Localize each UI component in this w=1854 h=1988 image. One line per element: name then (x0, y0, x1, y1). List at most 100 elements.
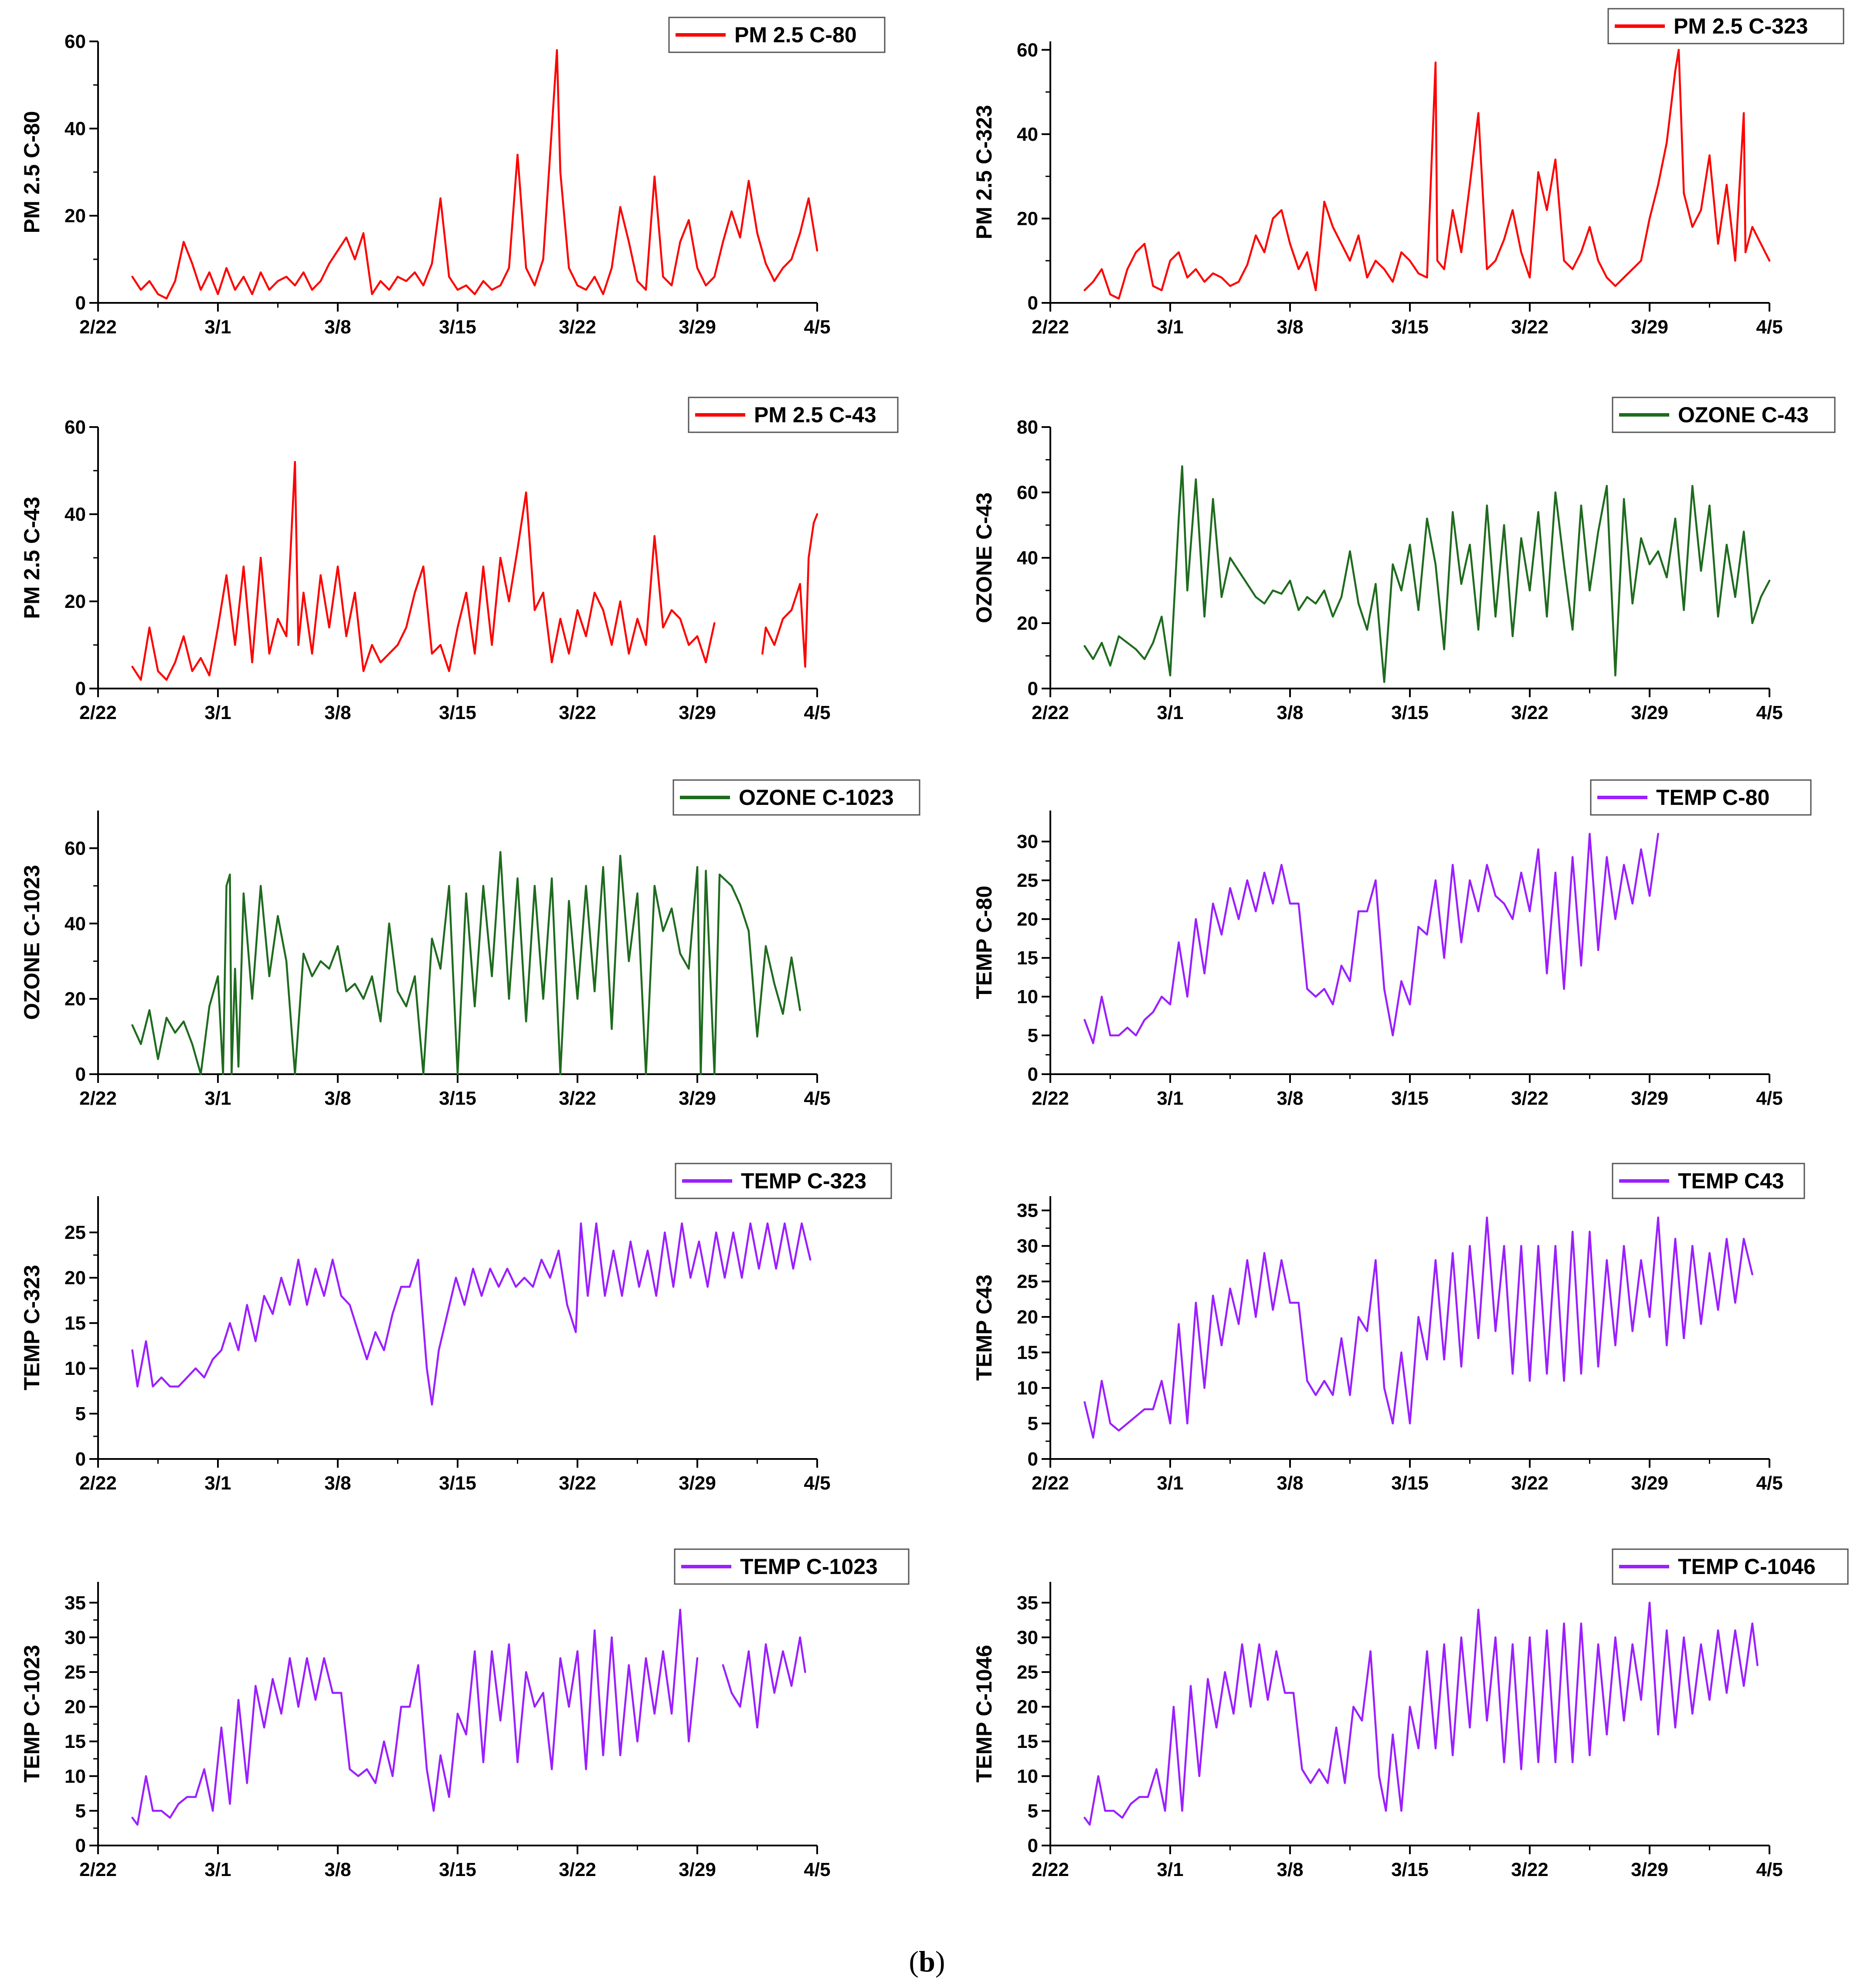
x-tick-label: 3/1 (1157, 1472, 1183, 1494)
x-tick-label: 3/29 (679, 316, 716, 338)
series-line (761, 513, 818, 668)
y-tick-label: 0 (1028, 292, 1038, 314)
x-tick-label: 3/1 (1157, 702, 1183, 723)
series-line (131, 461, 716, 681)
y-tick-label: 10 (65, 1766, 86, 1787)
y-tick-label: 60 (65, 417, 86, 438)
x-tick-label: 3/1 (204, 1472, 231, 1494)
y-tick-label: 0 (75, 292, 86, 314)
legend-label: PM 2.5 C-43 (754, 403, 876, 427)
y-tick-label: 40 (1017, 547, 1038, 569)
series-line (131, 49, 818, 300)
y-tick-label: 20 (1017, 208, 1038, 229)
y-tick-label: 20 (1017, 909, 1038, 930)
chart-panel-4: 2/22 3/1 3/8 3/15 3/22 3/29 4/5 0 20 40 60 80 OZONE … (972, 397, 1836, 723)
x-tick-label: 3/1 (204, 1859, 231, 1880)
x-tick-label: 4/5 (1756, 1088, 1783, 1109)
y-tick-label: 10 (1017, 1377, 1038, 1399)
x-tick-label: 4/5 (804, 316, 830, 338)
x-tick-label: 3/8 (1277, 1859, 1303, 1880)
series-line (1083, 49, 1771, 300)
series-line (1083, 1216, 1753, 1439)
series-line (1083, 833, 1659, 1045)
y-axis-title: TEMP C-323 (20, 1265, 44, 1390)
x-tick-label: 3/15 (1391, 702, 1429, 723)
x-tick-label: 3/22 (1511, 1088, 1548, 1109)
chart-panel-5: 2/22 3/1 3/8 3/15 3/22 3/29 4/5 0 20 40 60 OZONE C-… (20, 779, 920, 1109)
x-tick-label: 3/1 (1157, 1088, 1183, 1109)
y-axis-title: PM 2.5 C-323 (972, 105, 996, 239)
x-tick-label: 4/5 (1756, 702, 1783, 723)
x-tick-label: 3/8 (324, 1472, 351, 1494)
x-tick-label: 2/22 (79, 702, 117, 723)
y-tick-label: 20 (1017, 1306, 1038, 1328)
x-tick-label: 3/15 (439, 702, 476, 723)
legend-label: TEMP C43 (1678, 1169, 1784, 1193)
y-tick-label: 0 (1028, 1835, 1038, 1856)
x-tick-label: 3/29 (679, 1859, 716, 1880)
legend: TEMP C43 (1612, 1163, 1805, 1199)
legend: TEMP C-1046 (1612, 1548, 1849, 1585)
legend-label: PM 2.5 C-323 (1674, 14, 1808, 38)
y-tick-label: 60 (1017, 482, 1038, 503)
y-tick-label: 40 (65, 118, 86, 139)
x-tick-label: 3/8 (1277, 702, 1303, 723)
x-tick-label: 3/22 (1511, 702, 1548, 723)
chart-panel-1: 2/22 3/1 3/8 3/15 3/22 3/29 4/5 0 20 40 60 PM 2.5 C… (20, 17, 886, 338)
x-tick-label: 3/1 (204, 702, 231, 723)
x-tick-label: 4/5 (804, 1472, 830, 1494)
x-tick-label: 3/15 (439, 1088, 476, 1109)
legend: TEMP C-80 (1590, 779, 1812, 816)
x-tick-label: 3/15 (1391, 316, 1429, 338)
y-tick-label: 15 (1017, 1342, 1038, 1364)
y-tick-label: 0 (75, 678, 86, 699)
series-line (1083, 1601, 1759, 1826)
y-tick-label: 25 (65, 1222, 86, 1243)
y-tick-label: 15 (65, 1731, 86, 1752)
figure-caption: (b) (909, 1945, 945, 1978)
chart-panel-7: 2/22 3/1 3/8 3/15 3/22 3/29 4/5 0 5 10 15 20 25 TEMP … (20, 1163, 892, 1494)
x-tick-label: 2/22 (79, 316, 117, 338)
y-tick-label: 60 (65, 31, 86, 52)
y-tick-label: 20 (1017, 1696, 1038, 1718)
y-tick-label: 25 (1017, 1662, 1038, 1683)
y-tick-label: 30 (65, 1627, 86, 1648)
chart-panel-8: 2/22 3/1 3/8 3/15 3/22 3/29 4/5 0 5 10 15 20 25 30 35 T… (972, 1163, 1805, 1494)
x-tick-label: 3/15 (439, 1859, 476, 1880)
x-tick-label: 2/22 (1032, 316, 1069, 338)
x-tick-label: 4/5 (804, 702, 830, 723)
y-tick-label: 35 (65, 1592, 86, 1614)
y-axis-title: TEMP C-1023 (20, 1645, 44, 1783)
x-tick-label: 3/8 (324, 316, 351, 338)
series-line (722, 1636, 806, 1729)
chart-panel-3: 2/22 3/1 3/8 3/15 3/22 3/29 4/5 0 20 40 60 PM 2.5 C… (20, 397, 899, 723)
y-tick-label: 20 (65, 591, 86, 612)
x-tick-label: 3/8 (1277, 316, 1303, 338)
x-tick-label: 3/22 (559, 1859, 596, 1880)
x-tick-label: 3/15 (439, 316, 476, 338)
legend-label: PM 2.5 C-80 (734, 23, 857, 47)
chart-panel-9: 2/22 3/1 3/8 3/15 3/22 3/29 4/5 0 5 10 15 20 25 30 35 T… (20, 1548, 910, 1880)
y-tick-label: 15 (1017, 947, 1038, 969)
y-tick-label: 25 (1017, 1271, 1038, 1293)
x-tick-label: 2/22 (1032, 1088, 1069, 1109)
y-tick-label: 0 (75, 1835, 86, 1856)
legend: TEMP C-1023 (674, 1548, 910, 1585)
caption-label: b (919, 1945, 935, 1978)
x-tick-label: 3/1 (1157, 316, 1183, 338)
x-tick-label: 3/8 (1277, 1088, 1303, 1109)
y-tick-label: 30 (1017, 831, 1038, 852)
x-tick-label: 3/22 (559, 702, 596, 723)
y-axis-title: OZONE C-1023 (20, 865, 44, 1020)
y-tick-label: 60 (1017, 39, 1038, 61)
legend-label: OZONE C-1023 (739, 785, 894, 810)
x-tick-label: 3/8 (324, 1088, 351, 1109)
y-tick-label: 0 (1028, 1064, 1038, 1085)
series-line (131, 1608, 699, 1826)
y-axis-title: OZONE C-43 (972, 492, 996, 623)
x-tick-label: 3/29 (679, 1472, 716, 1494)
x-tick-label: 3/29 (1631, 316, 1668, 338)
legend-label: TEMP C-1023 (740, 1554, 878, 1579)
x-tick-label: 4/5 (1756, 1472, 1783, 1494)
